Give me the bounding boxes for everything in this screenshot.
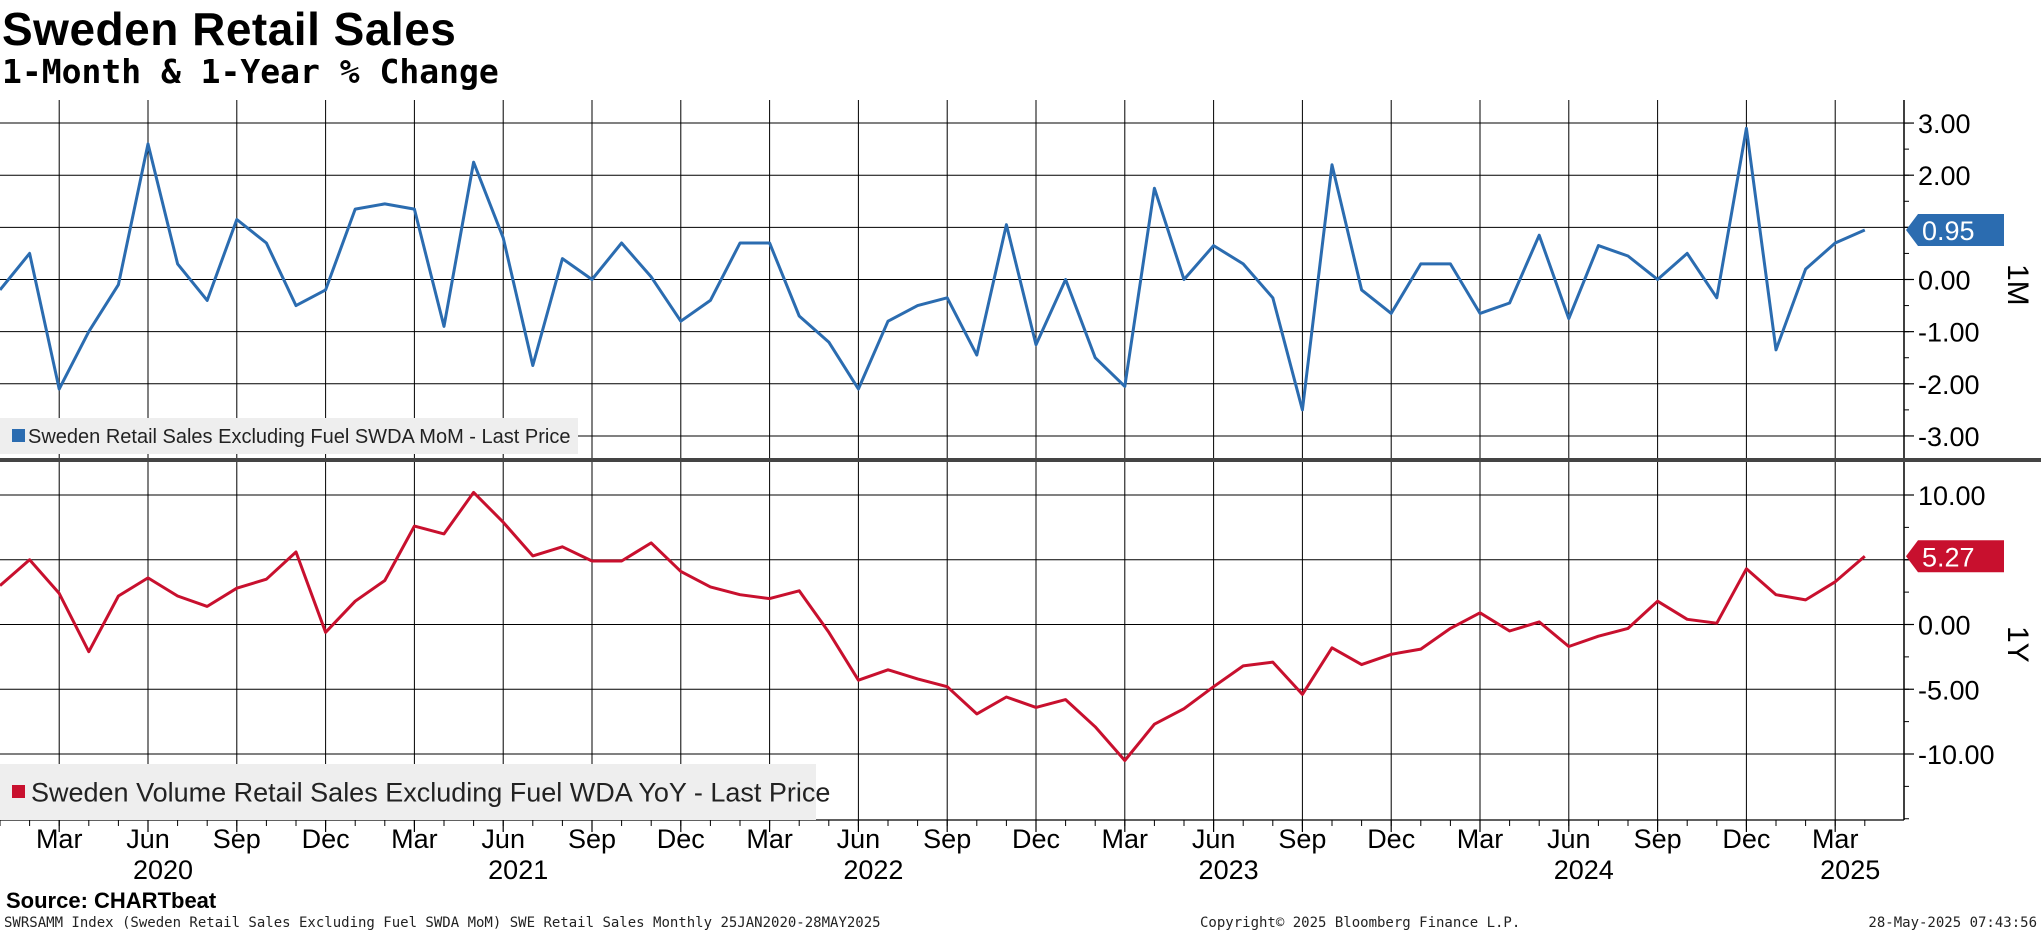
last-value-tag	[1906, 540, 2004, 573]
last-value-label: 0.95	[1922, 216, 1975, 246]
legend-box	[0, 764, 816, 820]
x-year-label: 2020	[133, 855, 193, 885]
x-tick-label: Sep	[213, 824, 261, 854]
y-tick-label: -2.00	[1918, 370, 1980, 400]
footer-timestamp: 28-May-2025 07:43:56	[1868, 915, 2037, 931]
x-tick-label: Sep	[1278, 824, 1326, 854]
legend-label: Sweden Volume Retail Sales Excluding Fue…	[31, 778, 830, 808]
x-tick-label: Dec	[657, 824, 705, 854]
x-year-label: 2021	[488, 855, 548, 885]
x-tick-label: Mar	[1812, 824, 1859, 854]
last-value-tag	[1906, 213, 2004, 246]
x-tick-label: Sep	[568, 824, 616, 854]
y-tick-label: -5.00	[1918, 675, 1980, 705]
y-tick-label: 10.00	[1918, 481, 1986, 511]
legend-box	[0, 418, 578, 454]
y-tick-label: 3.00	[1918, 109, 1971, 139]
x-tick-label: Jun	[1547, 824, 1591, 854]
x-tick-label: Dec	[1722, 824, 1770, 854]
y-tick-label: -10.00	[1918, 740, 1995, 770]
x-tick-label: Mar	[1102, 824, 1149, 854]
x-tick-label: Mar	[391, 824, 438, 854]
y-tick-label: 0.00	[1918, 611, 1971, 641]
x-tick-label: Mar	[1457, 824, 1504, 854]
x-tick-label: Mar	[36, 824, 83, 854]
x-tick-label: Sep	[1634, 824, 1682, 854]
x-tick-label: Jun	[837, 824, 881, 854]
legend-swatch	[12, 785, 25, 798]
y-tick-label: -1.00	[1918, 318, 1980, 348]
x-tick-label: Jun	[481, 824, 525, 854]
legend-label: Sweden Retail Sales Excluding Fuel SWDA …	[28, 426, 570, 448]
panel-label: 1M	[2001, 264, 2034, 306]
series-line	[0, 126, 1866, 412]
x-year-label: 2024	[1554, 855, 1614, 885]
series-line	[0, 490, 1866, 762]
y-tick-label: -3.00	[1918, 422, 1980, 452]
x-tick-label: Jun	[1192, 824, 1236, 854]
x-tick-label: Dec	[1012, 824, 1060, 854]
x-year-label: 2022	[843, 855, 903, 885]
y-tick-label: 2.00	[1918, 161, 1971, 191]
footer-copyright: Copyright© 2025 Bloomberg Finance L.P.	[1200, 915, 1521, 931]
legend-swatch	[12, 429, 25, 442]
x-year-label: 2023	[1199, 855, 1259, 885]
chart-title: Sweden Retail Sales	[2, 3, 457, 55]
x-tick-label: Mar	[746, 824, 793, 854]
last-value-label: 5.27	[1922, 542, 1975, 572]
source-label: Source: CHARTbeat	[6, 888, 217, 913]
x-tick-label: Sep	[923, 824, 971, 854]
x-tick-label: Dec	[302, 824, 350, 854]
x-tick-label: Jun	[126, 824, 170, 854]
y-tick-label: 0.00	[1918, 266, 1971, 296]
x-tick-label: Dec	[1367, 824, 1415, 854]
chart-subtitle: 1-Month & 1-Year % Change	[2, 52, 499, 91]
panel-label: 1Y	[2001, 626, 2034, 663]
x-year-label: 2025	[1820, 855, 1880, 885]
footer-description: SWRSAMM Index (Sweden Retail Sales Exclu…	[4, 915, 881, 931]
